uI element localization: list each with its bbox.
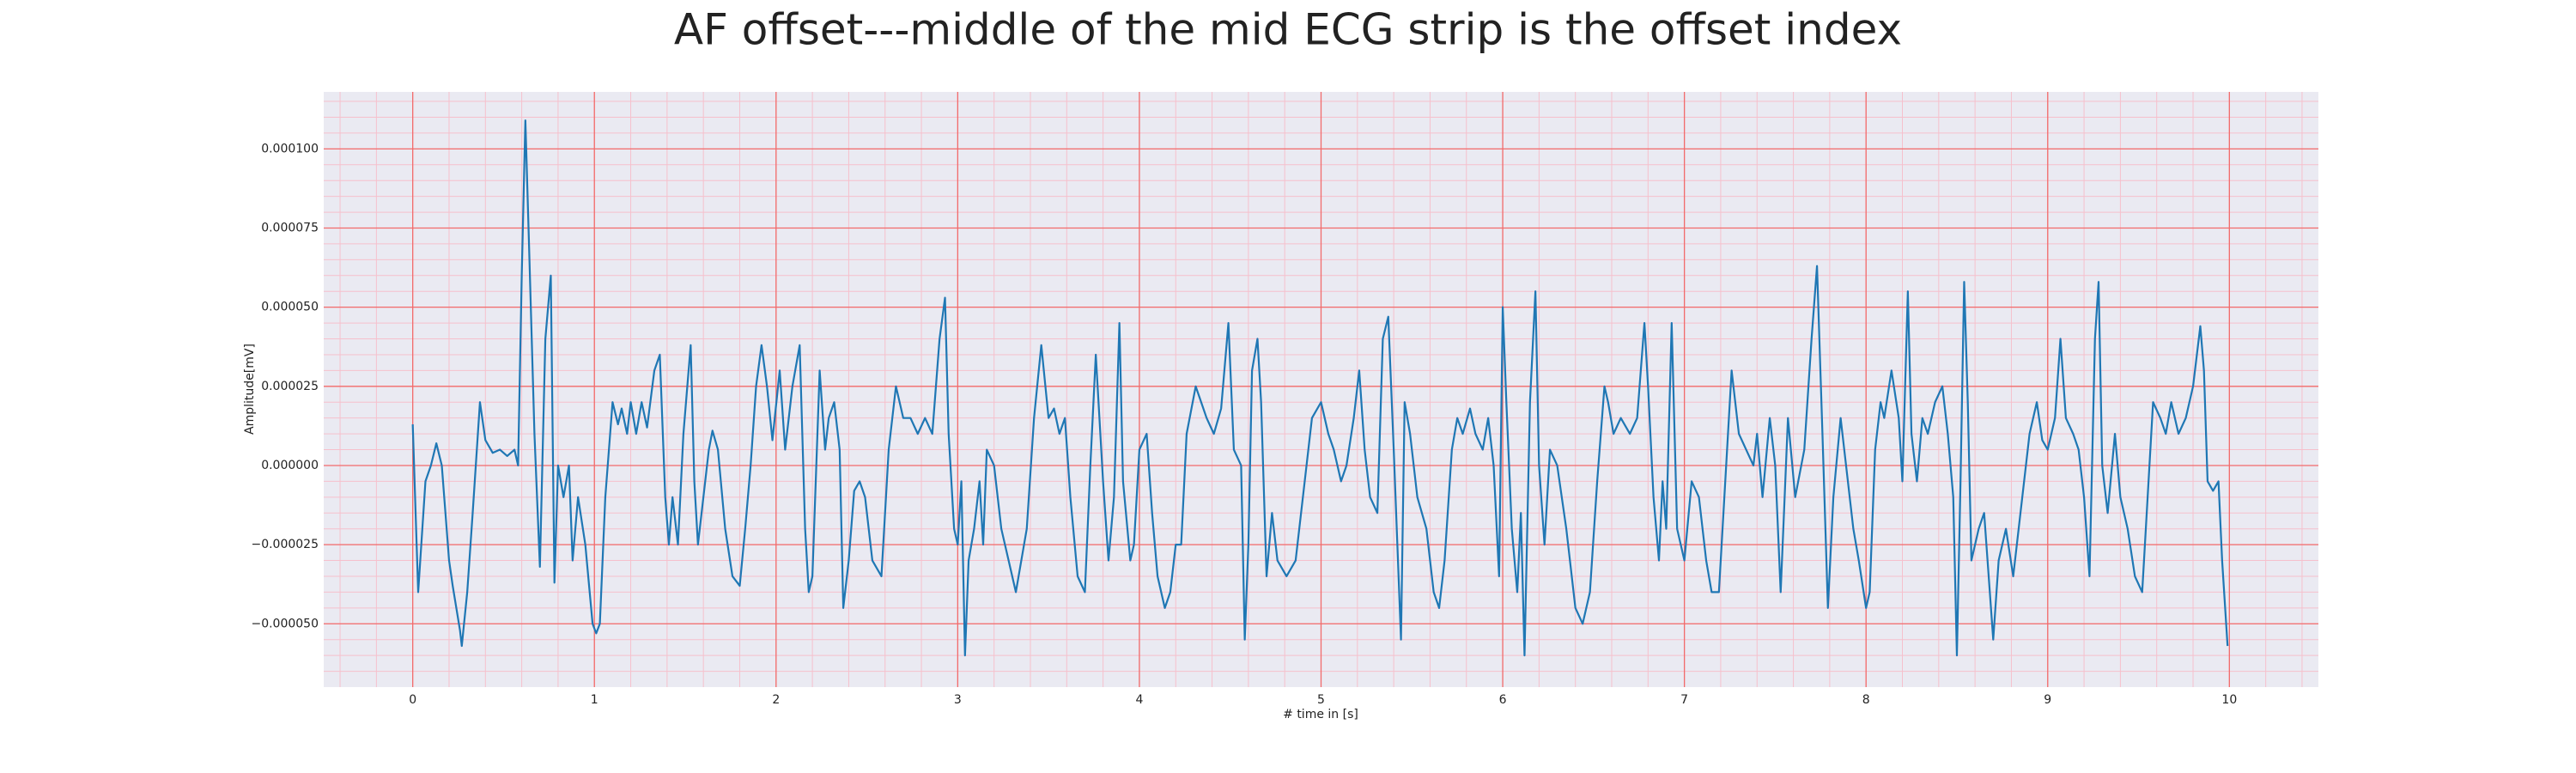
- x-tick-label: 1: [591, 693, 598, 707]
- x-tick-label: 10: [2221, 693, 2237, 707]
- signal-line: [411, 119, 2229, 657]
- x-tick-label: 9: [2044, 693, 2051, 707]
- y-tick-label: 0.000100: [261, 142, 319, 155]
- x-tick-label: 8: [1862, 693, 1870, 707]
- x-tick-label: 6: [1499, 693, 1507, 707]
- x-tick-label: 7: [1680, 693, 1688, 707]
- x-tick-label: 0: [409, 693, 416, 707]
- y-tick-label: 0.000050: [261, 301, 319, 314]
- y-axis-label: Amplitude[mV]: [243, 344, 257, 435]
- x-tick-label: 5: [1317, 693, 1325, 707]
- y-tick-label: 0.000075: [261, 222, 319, 235]
- x-tick-label: 3: [954, 693, 962, 707]
- y-tick-label: 0.000025: [261, 380, 319, 393]
- x-tick-label: 2: [772, 693, 780, 707]
- y-tick-label: −0.000050: [251, 617, 319, 630]
- x-axis-label: # time in [s]: [1283, 708, 1358, 721]
- y-tick-label: −0.000025: [251, 538, 319, 551]
- x-tick-label: 4: [1135, 693, 1143, 707]
- chart-title: AF offset---middle of the mid ECG strip …: [674, 5, 1902, 55]
- y-tick-label: 0.000000: [261, 459, 319, 472]
